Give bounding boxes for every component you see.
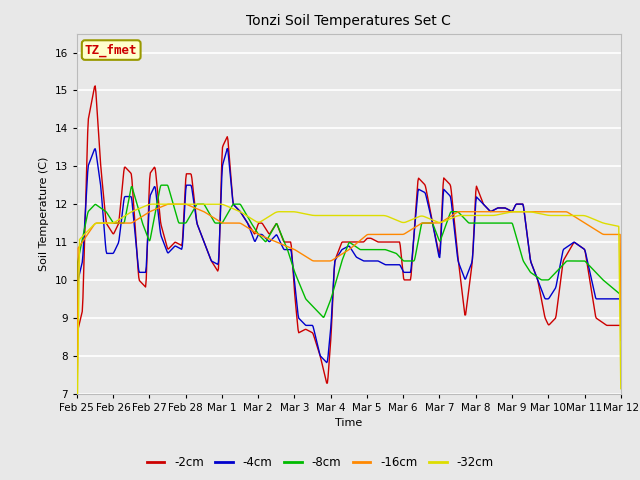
X-axis label: Time: Time (335, 418, 362, 428)
Y-axis label: Soil Temperature (C): Soil Temperature (C) (39, 156, 49, 271)
Title: Tonzi Soil Temperatures Set C: Tonzi Soil Temperatures Set C (246, 14, 451, 28)
Text: TZ_fmet: TZ_fmet (85, 43, 138, 57)
Legend: -2cm, -4cm, -8cm, -16cm, -32cm: -2cm, -4cm, -8cm, -16cm, -32cm (142, 452, 498, 474)
